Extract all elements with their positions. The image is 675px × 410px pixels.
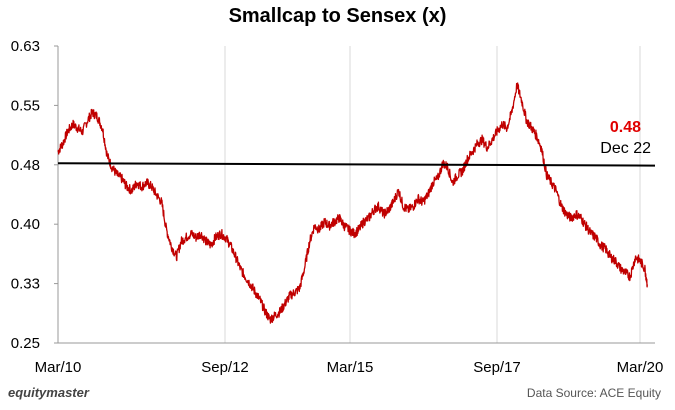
y-tick-label: 0.25 (11, 335, 40, 352)
y-tick-label: 0.40 (11, 216, 40, 233)
x-tick-label: Mar/10 (35, 359, 82, 376)
x-tick-label: Mar/20 (617, 359, 664, 376)
x-tick-label: Sep/17 (473, 359, 521, 376)
grid-layer (57, 46, 641, 343)
reference-line (57, 162, 656, 167)
label-layer: 0.25 0.33 0.40 0.48 0.55 0.63 Mar/10 Sep/12 Mar/… (11, 38, 664, 376)
annotation-label: Dec 22 (600, 140, 651, 157)
x-tick-label: Sep/12 (201, 359, 249, 376)
x-tick-label: Mar/15 (327, 359, 374, 376)
y-tick-label: 0.63 (11, 38, 40, 55)
data-source-note: Data Source: ACE Equity (526, 386, 661, 400)
ratio-series-line (57, 82, 648, 324)
y-tick-label: 0.48 (11, 157, 40, 174)
axis-layer (54, 45, 655, 344)
y-tick-label: 0.55 (11, 97, 40, 114)
brand-logo-text: equitymaster (8, 385, 89, 400)
chart-title: Smallcap to Sensex (x) (228, 5, 447, 27)
annotation-value: 0.48 (610, 119, 641, 136)
y-tick-label: 0.33 (11, 276, 40, 293)
series-layer (57, 82, 656, 324)
